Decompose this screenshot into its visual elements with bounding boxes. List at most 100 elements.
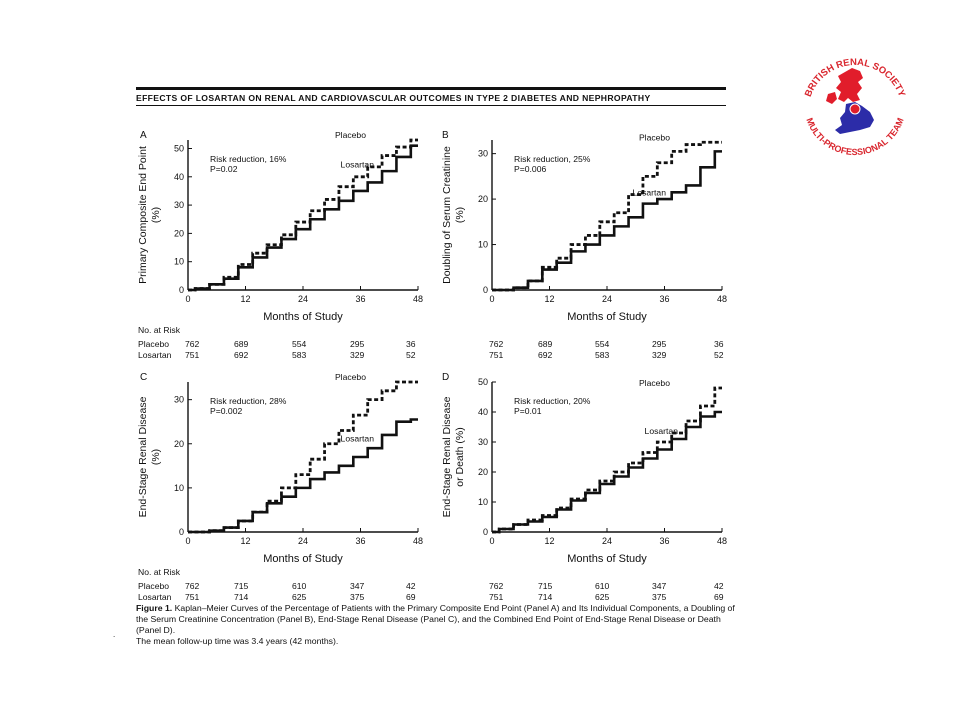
risk-value: 69 xyxy=(406,592,416,602)
map-ireland-icon xyxy=(826,92,837,104)
y-tick-label: 30 xyxy=(174,395,184,405)
risk-value: 347 xyxy=(350,581,365,591)
risk-value: 42 xyxy=(714,581,724,591)
x-axis-label: Months of Study xyxy=(263,311,343,323)
x-tick-label: 24 xyxy=(298,294,308,304)
x-tick-label: 0 xyxy=(489,536,494,546)
y-tick-label: 50 xyxy=(478,377,488,387)
series-line-losartan xyxy=(492,410,722,534)
x-tick-label: 36 xyxy=(659,536,669,546)
risk-value: 329 xyxy=(350,350,365,360)
y-tick-label: 10 xyxy=(174,257,184,267)
x-tick-label: 24 xyxy=(602,536,612,546)
series-label: Losartan xyxy=(633,187,667,197)
y-tick-label: 20 xyxy=(174,228,184,238)
risk-value: 751 xyxy=(489,350,504,360)
risk-value: 751 xyxy=(185,350,200,360)
y-tick-label: 30 xyxy=(174,200,184,210)
risk-value: 762 xyxy=(489,339,504,349)
risk-value: 36 xyxy=(714,339,724,349)
y-tick-label: 20 xyxy=(174,439,184,449)
risk-row-name: Placebo xyxy=(138,339,170,349)
x-tick-label: 24 xyxy=(602,294,612,304)
risk-value: 583 xyxy=(595,350,610,360)
panel-label-a: A xyxy=(140,130,147,141)
risk-value: 762 xyxy=(185,339,200,349)
risk-table-label: No. at Risk xyxy=(138,325,181,335)
y-tick-label: 50 xyxy=(174,143,184,153)
risk-value: 52 xyxy=(714,350,724,360)
risk-value: 375 xyxy=(652,592,667,602)
risk-value: 762 xyxy=(489,581,504,591)
risk-value: 715 xyxy=(538,581,553,591)
y-tick-label: 20 xyxy=(478,194,488,204)
chart-panel-c: 0 10 20 30 0 12 24 36 48 Months of Study End-Stage… xyxy=(137,372,423,565)
panel-label-b: B xyxy=(442,130,449,141)
risk-value: 610 xyxy=(595,581,610,591)
risk-value: 610 xyxy=(292,581,307,591)
chart-panel-b: 0 10 20 30 0 12 24 36 48 Months of Study Doubling … xyxy=(441,132,727,323)
risk-value: 295 xyxy=(350,339,365,349)
risk-value: 295 xyxy=(652,339,667,349)
y-axis-label-unit: (%) xyxy=(454,207,466,223)
risk-value: 715 xyxy=(234,581,249,591)
x-tick-label: 36 xyxy=(659,294,669,304)
risk-value: 692 xyxy=(234,350,249,360)
y-tick-label: 0 xyxy=(179,527,184,537)
risk-value: 42 xyxy=(406,581,416,591)
chart-panel-d: 0 10 20 30 40 50 0 12 24 36 48 Months of Study End-S… xyxy=(441,377,727,565)
risk-value: 762 xyxy=(185,581,200,591)
risk-table-label: No. at Risk xyxy=(138,567,181,577)
x-tick-label: 0 xyxy=(489,294,494,304)
y-tick-label: 0 xyxy=(483,285,488,295)
risk-value: 625 xyxy=(595,592,610,602)
caption-note: The mean follow-up time was 3.4 years (4… xyxy=(136,636,339,647)
risk-value: 329 xyxy=(652,350,667,360)
series-label: Losartan xyxy=(341,434,375,444)
series-label: Placebo xyxy=(335,372,366,382)
y-tick-label: 10 xyxy=(174,483,184,493)
x-tick-label: 48 xyxy=(717,536,727,546)
series-label: Placebo xyxy=(639,132,670,142)
x-tick-label: 0 xyxy=(185,536,190,546)
x-tick-label: 36 xyxy=(355,294,365,304)
y-axis-label: End-Stage Renal Disease xyxy=(137,396,149,517)
annotation-text: P=0.02 xyxy=(210,164,238,174)
y-tick-label: 0 xyxy=(179,285,184,295)
risk-value: 714 xyxy=(538,592,553,602)
panel-label-d: D xyxy=(442,372,450,383)
annotation-text: P=0.006 xyxy=(514,164,546,174)
risk-value: 751 xyxy=(489,592,504,602)
x-axis-label: Months of Study xyxy=(263,553,343,565)
x-tick-label: 0 xyxy=(185,294,190,304)
series-label: Placebo xyxy=(639,378,670,388)
chart-panel-a: 0 10 20 30 40 50 0 12 24 36 48 Months of Study Prima… xyxy=(137,130,423,323)
risk-row-name: Losartan xyxy=(138,592,172,602)
series-label: Placebo xyxy=(335,130,366,140)
risk-value: 625 xyxy=(292,592,307,602)
map-south-icon xyxy=(835,102,874,134)
x-tick-label: 12 xyxy=(544,294,554,304)
logo-kidney-icon xyxy=(849,103,861,115)
y-tick-label: 40 xyxy=(174,172,184,182)
y-tick-label: 30 xyxy=(478,149,488,159)
risk-value: 692 xyxy=(538,350,553,360)
caption-figure-label: Figure 1. xyxy=(136,603,173,613)
y-tick-label: 0 xyxy=(483,527,488,537)
risk-value: 554 xyxy=(292,339,307,349)
y-tick-label: 10 xyxy=(478,497,488,507)
risk-value: 52 xyxy=(406,350,416,360)
figure-header: EFFECTS OF LOSARTAN ON RENAL AND CARDIOV… xyxy=(136,87,726,106)
risk-value: 347 xyxy=(652,581,667,591)
annotation-text: Risk reduction, 25% xyxy=(514,154,591,164)
y-tick-label: 40 xyxy=(478,407,488,417)
x-tick-label: 12 xyxy=(240,536,250,546)
y-axis-label: Primary Composite End Point xyxy=(137,146,149,284)
y-axis-label-unit: or Death (%) xyxy=(454,427,466,487)
risk-value: 554 xyxy=(595,339,610,349)
series-line-placebo xyxy=(188,380,418,534)
risk-value: 751 xyxy=(185,592,200,602)
risk-table-label-top: No. at Risk xyxy=(138,325,180,335)
x-axis-label: Months of Study xyxy=(567,553,647,565)
stray-mark: . xyxy=(113,630,116,639)
